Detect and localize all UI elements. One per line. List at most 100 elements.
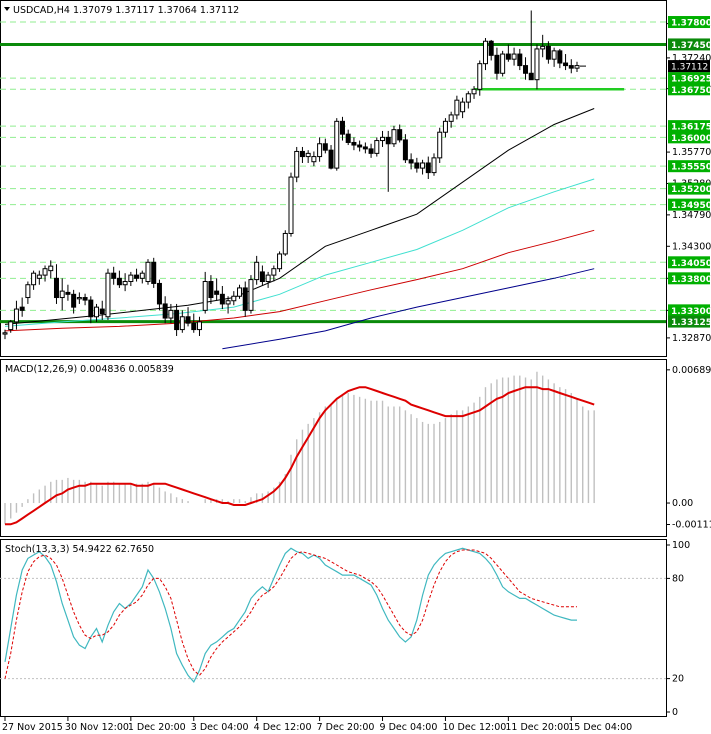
candle-body-bull [294, 150, 300, 178]
candle [259, 265, 265, 287]
level-label-bg [668, 315, 710, 328]
level-label-bg [668, 83, 710, 96]
price-axis-label: 1.32870 [672, 333, 711, 344]
stoch-main-line [4, 547, 577, 683]
candle-body-bull [534, 48, 540, 81]
candle-body-bear [82, 297, 88, 301]
level-label: 1.34950 [668, 198, 711, 211]
level-label-text: 1.36750 [671, 86, 711, 96]
candle [568, 59, 574, 74]
candle [414, 157, 420, 173]
candle [345, 129, 351, 146]
current-price-label: 1.37112 [671, 63, 708, 73]
candle-body-bull [271, 268, 277, 276]
stoch-pane-title: Stoch(13,3,3) 54.9422 62.7650 [5, 544, 154, 555]
candle [151, 257, 157, 288]
candle-body-bull [442, 120, 448, 133]
candle [305, 150, 311, 163]
candle [460, 97, 466, 119]
macd-pane: 0.006898 0.00 -0.001112 [4, 365, 711, 531]
candle [191, 313, 197, 333]
candle [431, 153, 437, 176]
candle [328, 145, 334, 170]
candle [437, 127, 443, 163]
candle-body-bear [242, 287, 248, 311]
candle-body-bear [557, 50, 563, 64]
candle-body-bull [448, 114, 454, 122]
candle-body-bull [500, 53, 506, 74]
level-label-bg [668, 198, 710, 211]
candle [185, 307, 191, 327]
candle-body-bull [471, 88, 477, 95]
candle-body-bear [545, 45, 551, 60]
level-label: 1.35550 [668, 160, 711, 173]
candle-body-bull [76, 297, 82, 300]
candle [128, 271, 134, 287]
time-axis-label: 30 Nov 12:00 [65, 722, 129, 733]
candle [523, 57, 529, 80]
candle-body-bull [277, 253, 283, 270]
candle-body-bull [128, 274, 134, 283]
candle-body-bull [122, 281, 128, 286]
level-label-text: 1.33125 [671, 318, 711, 328]
macd-axis-label: -0.001112 [672, 520, 711, 531]
price-axis-label: 1.34300 [672, 241, 711, 252]
current-price-label-bg [668, 60, 710, 73]
candle-body-bear [111, 272, 117, 279]
candle-body-bear [339, 120, 345, 135]
candle-body-bear [134, 274, 140, 279]
candle-body-bear [328, 149, 334, 169]
candle [31, 270, 37, 290]
candle-body-bear [151, 261, 157, 284]
stoch-signal-line [4, 549, 577, 679]
stoch-axis-label: 20 [672, 674, 684, 685]
level-label-text: 1.34950 [671, 201, 711, 211]
level-label: 1.36175 [668, 120, 711, 133]
candle [105, 268, 111, 320]
candle-body-bull [237, 287, 243, 297]
macd-signal-line [5, 386, 595, 526]
candle-body-bull [105, 272, 111, 318]
candle-body-bull [225, 300, 231, 305]
candle [317, 137, 323, 162]
candle-body-bull [8, 321, 14, 331]
candle [471, 86, 477, 99]
candle [145, 259, 151, 285]
candle [237, 284, 243, 299]
candle-body-bull [202, 281, 208, 311]
price-axis-label: 1.37240 [672, 53, 711, 64]
candle-body-bear [568, 65, 574, 69]
candle [551, 47, 557, 67]
level-label: 1.37450 [668, 38, 711, 51]
candle-body-bull [460, 101, 466, 113]
level-label-bg [668, 256, 710, 269]
candle [88, 296, 94, 324]
candle-body-bull [437, 131, 443, 159]
candle [231, 291, 237, 306]
candle [179, 310, 185, 333]
candle-body-bull [574, 65, 580, 69]
candle [214, 278, 220, 301]
level-label: 1.37800 [668, 16, 711, 29]
dropdown-triangle-icon[interactable] [4, 7, 10, 11]
level-label-text: 1.33800 [671, 275, 711, 285]
level-label: 1.33300 [668, 304, 711, 317]
candle [282, 230, 288, 256]
candle-body-bull [380, 136, 386, 142]
level-label-bg [668, 131, 710, 144]
time-axis-label: 1 Dec 20:00 [128, 722, 186, 733]
candle-body-bull [391, 129, 397, 145]
candle-body-bull [317, 143, 323, 158]
level-label-bg [668, 72, 710, 85]
candle [557, 48, 563, 69]
candle-body-bull [540, 45, 546, 50]
time-axis-label: 9 Dec 04:00 [380, 722, 438, 733]
macd-pane-frame [0, 359, 667, 537]
level-label: 1.33800 [668, 272, 711, 285]
candle [168, 303, 174, 324]
candle-body-bull [94, 306, 100, 318]
candle-body-bear [408, 159, 414, 164]
time-axis: 27 Nov 2015 30 Nov 12:001 Dec 20:00 3 Dec … [2, 717, 632, 733]
level-label-bg [668, 304, 710, 317]
candle [545, 41, 551, 64]
